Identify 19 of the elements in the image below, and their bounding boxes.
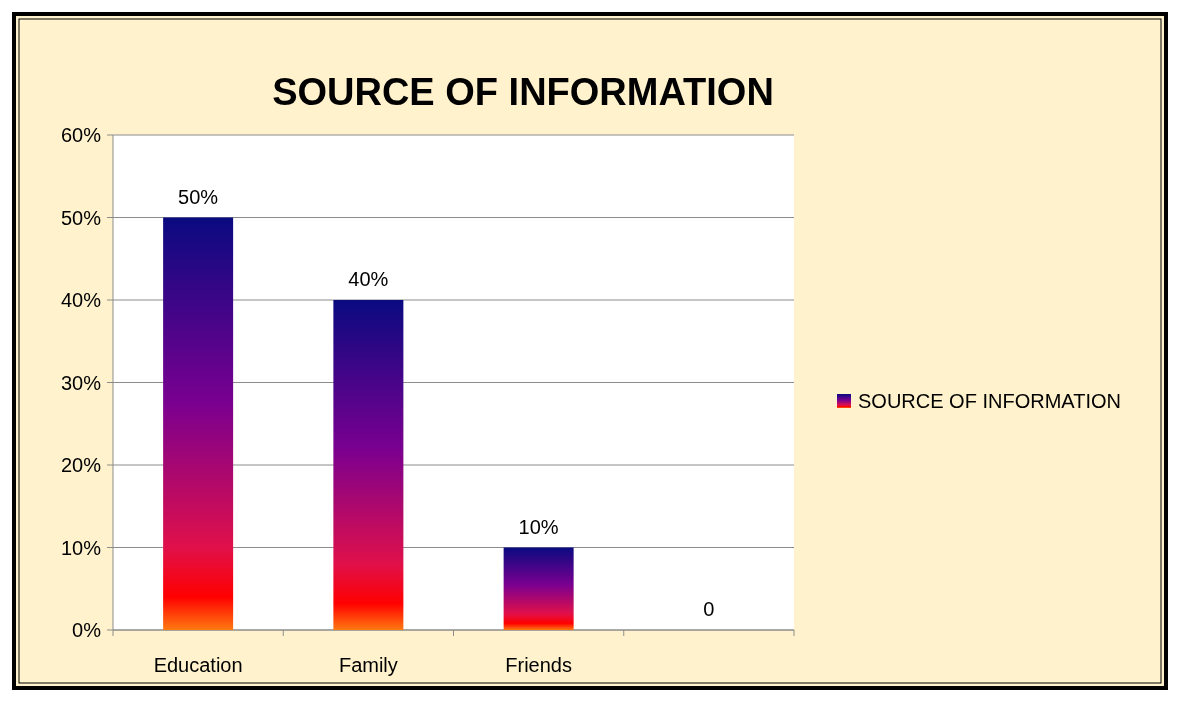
- data-label: 50%: [178, 185, 219, 208]
- y-tick-label: 40%: [60, 289, 102, 311]
- y-tick-label: 60%: [60, 124, 102, 146]
- y-tick-label: 30%: [60, 371, 102, 394]
- bar: [503, 547, 574, 630]
- y-tick-label: 20%: [60, 454, 102, 476]
- bar: [333, 300, 404, 630]
- y-tick-label: 50%: [60, 206, 102, 229]
- bar: [163, 217, 234, 630]
- y-tick-label: 0%: [72, 619, 102, 641]
- x-tick-label: Family: [338, 654, 398, 676]
- data-label: 0: [703, 598, 715, 620]
- legend-label: SOURCE OF INFORMATION: [858, 390, 1121, 412]
- x-tick-label: Education: [153, 654, 243, 676]
- chart-title: SOURCE OF INFORMATION: [272, 71, 774, 113]
- data-label: 40%: [348, 268, 389, 290]
- data-label: 10%: [518, 515, 559, 538]
- y-tick-label: 10%: [60, 536, 102, 559]
- x-tick-label: Friends: [505, 654, 572, 676]
